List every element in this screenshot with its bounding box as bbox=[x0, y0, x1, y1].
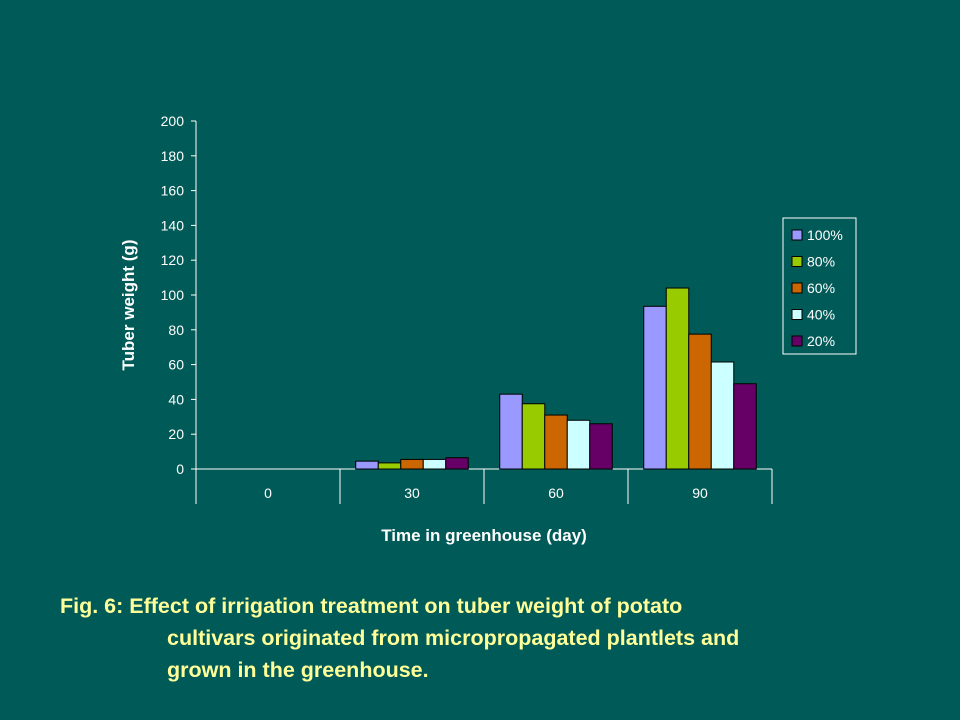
y-tick-label: 100 bbox=[161, 287, 185, 303]
x-tick-label: 60 bbox=[548, 485, 564, 501]
caption-line-2: cultivars originated from micropropagate… bbox=[167, 626, 740, 650]
legend-swatch bbox=[791, 335, 803, 347]
bar bbox=[710, 361, 735, 470]
caption-line-3: grown in the greenhouse. bbox=[167, 658, 429, 682]
legend-swatch bbox=[791, 309, 803, 320]
legend-swatch bbox=[791, 229, 803, 241]
caption-line-1: Fig. 6: Effect of irrigation treatment o… bbox=[60, 594, 683, 618]
y-tick-label: 60 bbox=[168, 357, 184, 373]
legend-label: 60% bbox=[807, 280, 835, 296]
y-tick-label: 160 bbox=[161, 183, 185, 199]
legend-label: 20% bbox=[807, 333, 835, 349]
y-tick-label: 140 bbox=[161, 217, 185, 233]
y-tick-label: 40 bbox=[168, 391, 184, 407]
legend-label: 100% bbox=[807, 227, 843, 243]
legend-label: 40% bbox=[807, 307, 835, 323]
legend-box bbox=[782, 217, 857, 355]
bar bbox=[355, 460, 379, 470]
bar bbox=[521, 403, 546, 470]
x-tick-label: 0 bbox=[264, 485, 272, 501]
legend-label: 80% bbox=[807, 254, 835, 270]
y-axis-title: Tuber weight (g) bbox=[119, 240, 138, 371]
y-tick-label: 200 bbox=[161, 113, 185, 129]
bar bbox=[544, 414, 568, 470]
legend-swatch bbox=[791, 256, 803, 267]
bar bbox=[445, 457, 469, 470]
bar bbox=[643, 305, 667, 470]
figure-caption: Fig. 6: Effect of irrigation treatment o… bbox=[60, 590, 940, 686]
y-tick-label: 0 bbox=[176, 461, 184, 477]
bar bbox=[589, 423, 613, 470]
bar bbox=[566, 419, 591, 470]
x-tick-label: 30 bbox=[404, 485, 420, 501]
bar bbox=[499, 393, 523, 470]
y-tick-label: 80 bbox=[168, 322, 184, 338]
bar bbox=[665, 287, 690, 470]
bar bbox=[733, 383, 757, 470]
bar bbox=[400, 458, 424, 470]
bar bbox=[377, 462, 402, 470]
x-tick-label: 90 bbox=[692, 485, 708, 501]
y-tick-label: 120 bbox=[161, 252, 185, 268]
bar bbox=[422, 458, 447, 470]
x-axis-title: Time in greenhouse (day) bbox=[381, 526, 587, 545]
bar-chart: 0 20 40 60 80 100 120 140 160 180 200 0 30 60 90 Tuber … bbox=[119, 113, 857, 545]
bar bbox=[688, 333, 712, 470]
y-tick-label: 180 bbox=[161, 148, 185, 164]
legend-swatch bbox=[791, 282, 803, 294]
y-tick-label: 20 bbox=[168, 426, 184, 442]
